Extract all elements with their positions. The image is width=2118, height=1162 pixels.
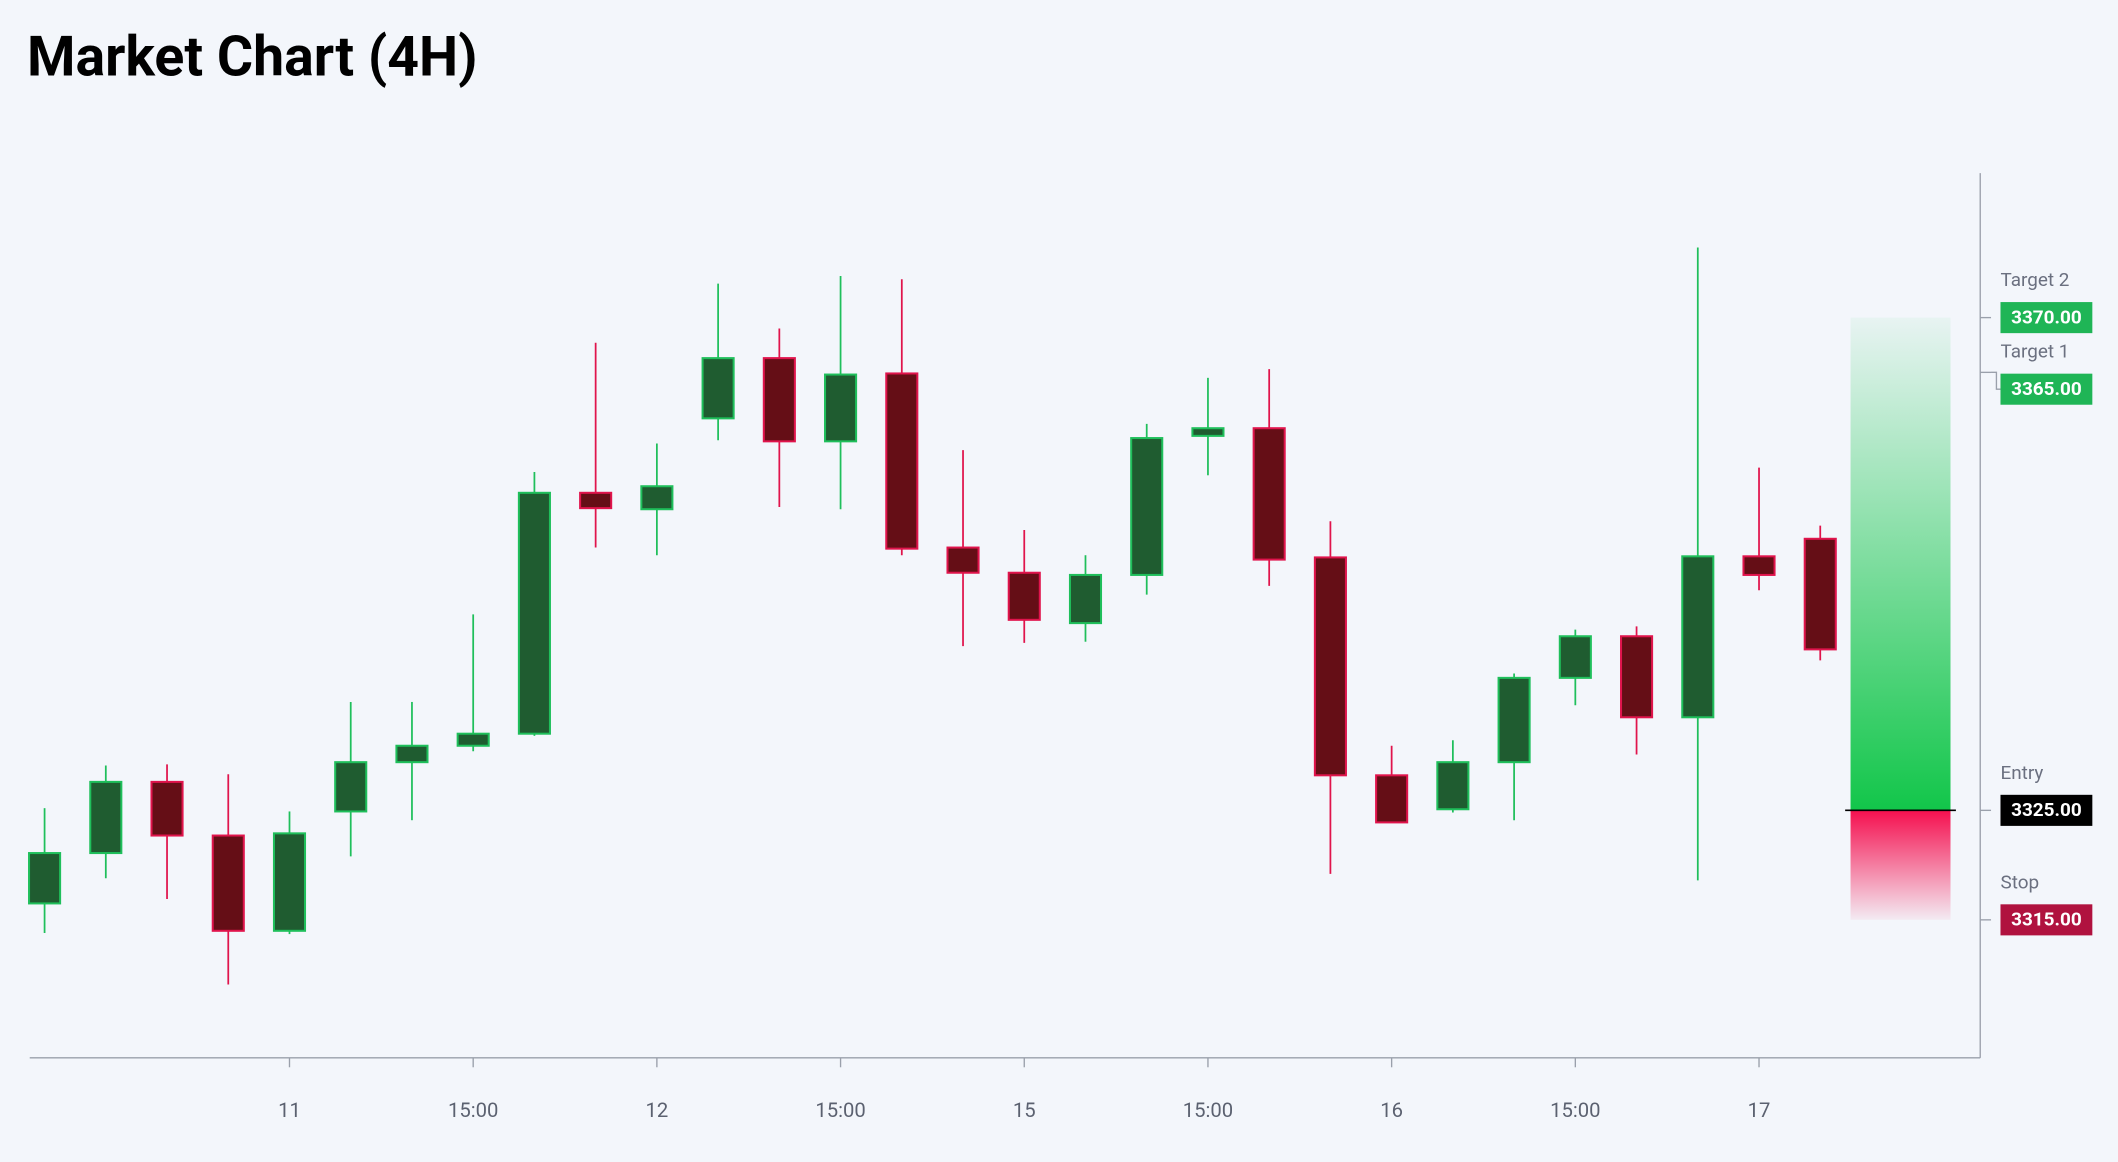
level-badge [2000, 373, 2093, 405]
level-price: 3365.00 [2011, 377, 2082, 400]
level-badge [2000, 904, 2093, 936]
candle-body [824, 373, 858, 443]
x-tick-label: 15:00 [448, 1098, 498, 1122]
candle-body [89, 780, 123, 855]
candle-body [946, 546, 980, 574]
candle-body [334, 761, 368, 813]
candle-body [1252, 427, 1286, 561]
candle-body [701, 357, 735, 420]
candle-body [28, 852, 62, 905]
level-price: 3370.00 [2011, 305, 2082, 328]
level-price: 3325.00 [2011, 798, 2082, 821]
x-tick-label: 12 [645, 1098, 668, 1122]
level-badge [2000, 302, 2093, 334]
candle-body [1681, 555, 1715, 719]
candle-body [1375, 774, 1409, 824]
x-tick-label: 11 [278, 1098, 301, 1122]
level-connector [1991, 371, 2002, 390]
candle-body [1620, 635, 1654, 719]
x-tick-label: 15:00 [815, 1098, 865, 1122]
candle-body [517, 491, 551, 735]
candle-body [1742, 555, 1776, 576]
candle-body [211, 834, 245, 932]
loss-zone [1850, 810, 1951, 920]
candle-body [885, 372, 919, 550]
x-tick-label: 15:00 [1550, 1098, 1600, 1122]
x-tick-label: 15 [1013, 1098, 1036, 1122]
candle-body [150, 780, 184, 837]
candle-body [640, 485, 674, 511]
profit-zone [1850, 317, 1951, 811]
x-tick-label: 15:00 [1183, 1098, 1233, 1122]
candle-body [1313, 556, 1347, 777]
candle-body [1558, 635, 1592, 679]
level-badge [2000, 794, 2093, 826]
candle-body [1130, 437, 1164, 576]
level-price: 3315.00 [2011, 908, 2082, 931]
candle-body [1191, 427, 1225, 437]
level-name: Target 1 [2000, 340, 2069, 363]
level-name: Entry [2000, 761, 2043, 784]
candle-body [1497, 676, 1531, 764]
candle-body [1436, 761, 1470, 811]
candle-body [1803, 537, 1837, 651]
x-tick-label: 16 [1380, 1098, 1403, 1122]
x-tick-label: 17 [1748, 1098, 1771, 1122]
candle-body [1068, 573, 1103, 625]
candle-body [272, 832, 307, 932]
candle-body [1007, 571, 1041, 621]
candle-body [762, 357, 796, 443]
level-name: Target 2 [2000, 268, 2069, 291]
candle-body [456, 732, 490, 747]
candle-body [395, 744, 429, 764]
chart-title: Market Chart (4H) [27, 25, 478, 90]
candle-body [579, 491, 613, 510]
level-name: Stop [2000, 870, 2039, 893]
